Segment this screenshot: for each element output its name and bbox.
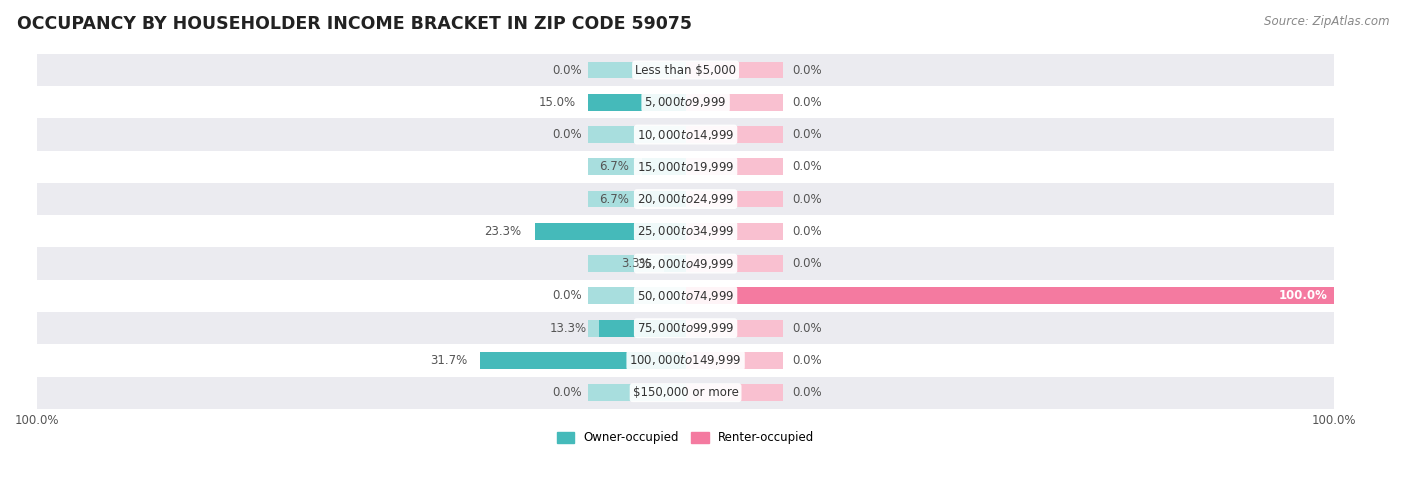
Bar <box>37 54 1334 86</box>
Bar <box>588 223 686 240</box>
Text: 0.0%: 0.0% <box>793 257 823 270</box>
Text: 3.3%: 3.3% <box>621 257 651 270</box>
Text: $75,000 to $99,999: $75,000 to $99,999 <box>637 321 734 335</box>
Text: 100.0%: 100.0% <box>1278 289 1327 302</box>
Bar <box>534 223 686 240</box>
Text: 0.0%: 0.0% <box>793 225 823 238</box>
Bar <box>686 288 1334 304</box>
Text: 0.0%: 0.0% <box>793 96 823 109</box>
Text: 0.0%: 0.0% <box>553 386 582 399</box>
Bar <box>599 320 686 336</box>
Bar <box>37 151 1334 183</box>
Bar <box>686 94 783 111</box>
Text: 23.3%: 23.3% <box>485 225 522 238</box>
Bar <box>37 215 1334 247</box>
Text: 6.7%: 6.7% <box>599 160 630 174</box>
Text: 6.7%: 6.7% <box>599 192 630 206</box>
Bar <box>686 288 783 304</box>
Bar <box>588 320 686 336</box>
Bar <box>37 312 1334 344</box>
Text: $15,000 to $19,999: $15,000 to $19,999 <box>637 160 734 174</box>
Bar <box>588 94 686 111</box>
Text: OCCUPANCY BY HOUSEHOLDER INCOME BRACKET IN ZIP CODE 59075: OCCUPANCY BY HOUSEHOLDER INCOME BRACKET … <box>17 15 692 33</box>
Text: $10,000 to $14,999: $10,000 to $14,999 <box>637 127 734 141</box>
Bar <box>37 344 1334 377</box>
Text: 100.0%: 100.0% <box>1344 289 1392 302</box>
Text: 0.0%: 0.0% <box>793 128 823 141</box>
Text: 0.0%: 0.0% <box>793 354 823 367</box>
Bar <box>643 158 686 175</box>
Bar <box>686 191 783 208</box>
Bar <box>686 255 783 272</box>
Text: $100,000 to $149,999: $100,000 to $149,999 <box>630 353 742 367</box>
Text: 0.0%: 0.0% <box>793 160 823 174</box>
Bar <box>686 126 783 143</box>
Text: 0.0%: 0.0% <box>553 289 582 302</box>
Bar <box>686 62 783 78</box>
Bar <box>37 247 1334 280</box>
Bar <box>588 94 686 111</box>
Text: $5,000 to $9,999: $5,000 to $9,999 <box>644 95 727 109</box>
Text: 31.7%: 31.7% <box>430 354 467 367</box>
Text: $25,000 to $34,999: $25,000 to $34,999 <box>637 225 734 238</box>
Bar <box>664 255 686 272</box>
Bar <box>643 191 686 208</box>
Bar <box>37 280 1334 312</box>
Bar <box>588 255 686 272</box>
Text: $150,000 or more: $150,000 or more <box>633 386 738 399</box>
Text: 0.0%: 0.0% <box>793 386 823 399</box>
Text: Source: ZipAtlas.com: Source: ZipAtlas.com <box>1264 15 1389 28</box>
Text: $20,000 to $24,999: $20,000 to $24,999 <box>637 192 734 206</box>
Bar <box>37 183 1334 215</box>
Bar <box>588 352 686 369</box>
Text: 13.3%: 13.3% <box>550 322 586 335</box>
Legend: Owner-occupied, Renter-occupied: Owner-occupied, Renter-occupied <box>553 427 820 449</box>
Bar <box>37 86 1334 119</box>
Bar <box>686 352 783 369</box>
Bar <box>686 320 783 336</box>
Text: $35,000 to $49,999: $35,000 to $49,999 <box>637 257 734 271</box>
Text: 0.0%: 0.0% <box>793 64 823 76</box>
Text: 0.0%: 0.0% <box>793 322 823 335</box>
Bar <box>686 223 783 240</box>
Text: 0.0%: 0.0% <box>553 64 582 76</box>
Text: 0.0%: 0.0% <box>793 192 823 206</box>
Bar <box>588 158 686 175</box>
Bar <box>686 158 783 175</box>
Text: 15.0%: 15.0% <box>538 96 575 109</box>
Bar <box>37 119 1334 151</box>
Text: Less than $5,000: Less than $5,000 <box>636 64 737 76</box>
Bar <box>37 377 1334 409</box>
Bar <box>479 352 686 369</box>
Bar <box>588 288 686 304</box>
Bar <box>588 62 686 78</box>
Bar <box>588 384 686 401</box>
Bar <box>588 191 686 208</box>
Text: $50,000 to $74,999: $50,000 to $74,999 <box>637 289 734 303</box>
Bar <box>588 126 686 143</box>
Bar <box>686 384 783 401</box>
Text: 0.0%: 0.0% <box>553 128 582 141</box>
